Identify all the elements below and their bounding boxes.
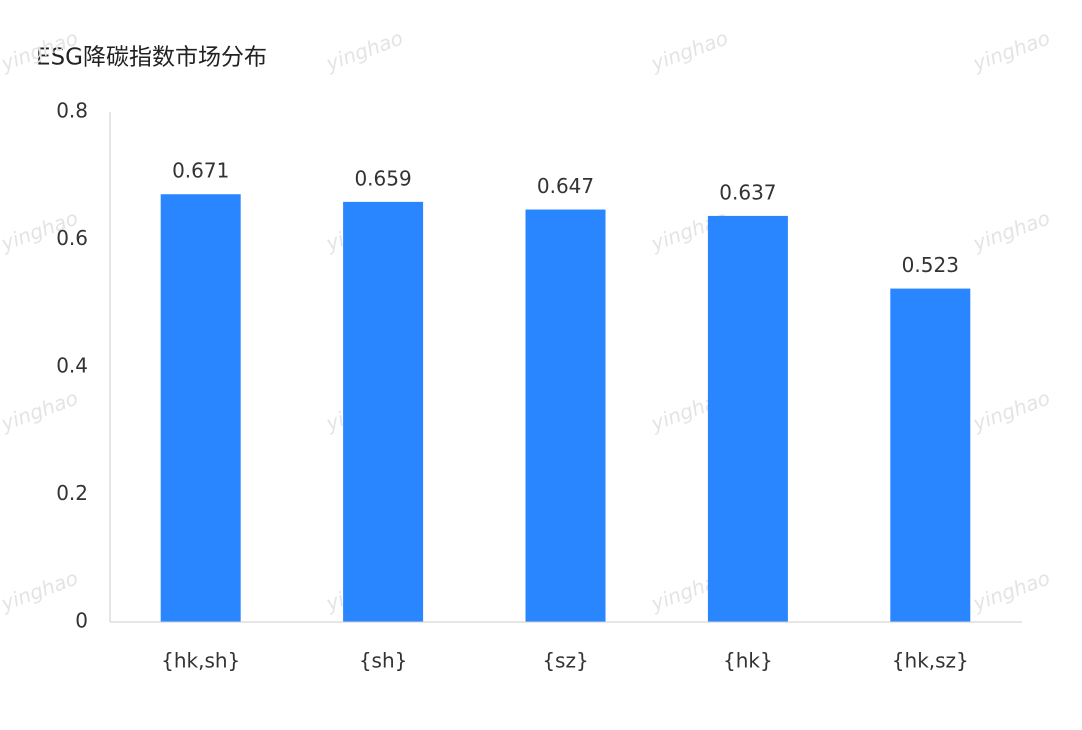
- watermark: yinghao: [322, 26, 406, 76]
- watermark: yinghao: [969, 206, 1053, 256]
- x-tick-label: {hk,sz}: [892, 649, 969, 673]
- data-label: 0.637: [719, 180, 776, 204]
- y-tick-label: 0.6: [56, 226, 88, 250]
- watermark: yinghao: [647, 26, 731, 76]
- data-label: 0.671: [172, 159, 229, 183]
- watermark: yinghao: [969, 26, 1053, 76]
- watermark: yinghao: [0, 386, 81, 436]
- y-tick-label: 0.2: [56, 481, 88, 505]
- x-tick-label: {sh}: [359, 649, 408, 673]
- watermark: yinghao: [969, 566, 1053, 616]
- data-label: 0.523: [902, 253, 959, 277]
- bar: [707, 215, 788, 622]
- bar: [525, 209, 606, 622]
- bar: [890, 288, 971, 622]
- x-tick-label: {hk,sh}: [161, 649, 240, 673]
- watermark: yinghao: [0, 566, 81, 616]
- y-tick-label: 0.8: [56, 99, 88, 123]
- bar: [343, 201, 424, 622]
- data-label: 0.659: [354, 166, 411, 190]
- chart-title: ESG降碳指数市场分布: [36, 45, 267, 71]
- y-tick-label: 0: [75, 609, 88, 633]
- data-label: 0.647: [537, 174, 594, 198]
- x-tick-label: {sz}: [542, 649, 588, 673]
- bar: [160, 194, 241, 623]
- watermark: yinghao: [969, 386, 1053, 436]
- x-tick-label: {hk}: [723, 649, 773, 673]
- y-tick-label: 0.4: [56, 354, 88, 378]
